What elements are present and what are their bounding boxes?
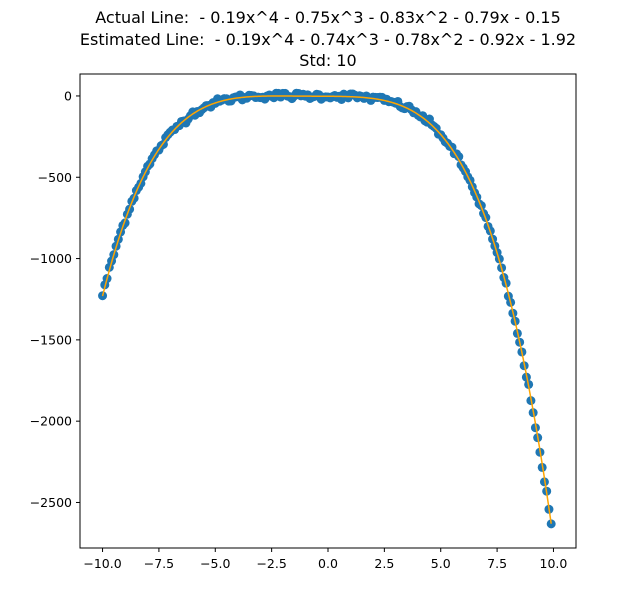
x-tick-label: −2.5 xyxy=(256,556,286,571)
scatter-point xyxy=(546,519,556,529)
scatter-points xyxy=(98,88,556,529)
x-axis: −10.0 −7.5 −5.0 −2.5 0.0 2.5 5.0 7.5 10.0 xyxy=(83,548,567,571)
x-tick-label: 7.5 xyxy=(487,556,507,571)
y-tick-label: 0 xyxy=(64,88,72,103)
fit-line xyxy=(101,95,552,524)
x-tick-label: 5.0 xyxy=(431,556,451,571)
x-tick-label: −5.0 xyxy=(200,556,230,571)
y-tick-label: −500 xyxy=(38,170,72,185)
x-tick-label: 0.0 xyxy=(318,556,338,571)
x-tick-label: −7.5 xyxy=(144,556,174,571)
scatter-point xyxy=(454,152,464,162)
x-tick-label: 2.5 xyxy=(374,556,394,571)
chart-title-std: Std: 10 xyxy=(299,51,357,70)
y-tick-label: −1000 xyxy=(30,251,72,266)
x-tick-label: −10.0 xyxy=(83,556,121,571)
y-tick-label: −2000 xyxy=(30,414,72,429)
plot-frame xyxy=(79,73,577,549)
chart-title-actual: Actual Line: - 0.19x^4 - 0.75x^3 - 0.83x… xyxy=(95,8,561,27)
y-tick-label: −1500 xyxy=(30,332,72,347)
x-tick-label: 10.0 xyxy=(540,556,568,571)
y-axis: 0 −500 −1000 −1500 −2000 −2500 xyxy=(30,88,80,510)
y-tick-label: −2500 xyxy=(30,495,72,510)
chart-title-estimated: Estimated Line: - 0.19x^4 - 0.74x^3 - 0.… xyxy=(79,30,577,49)
fit-line-group xyxy=(101,95,552,524)
